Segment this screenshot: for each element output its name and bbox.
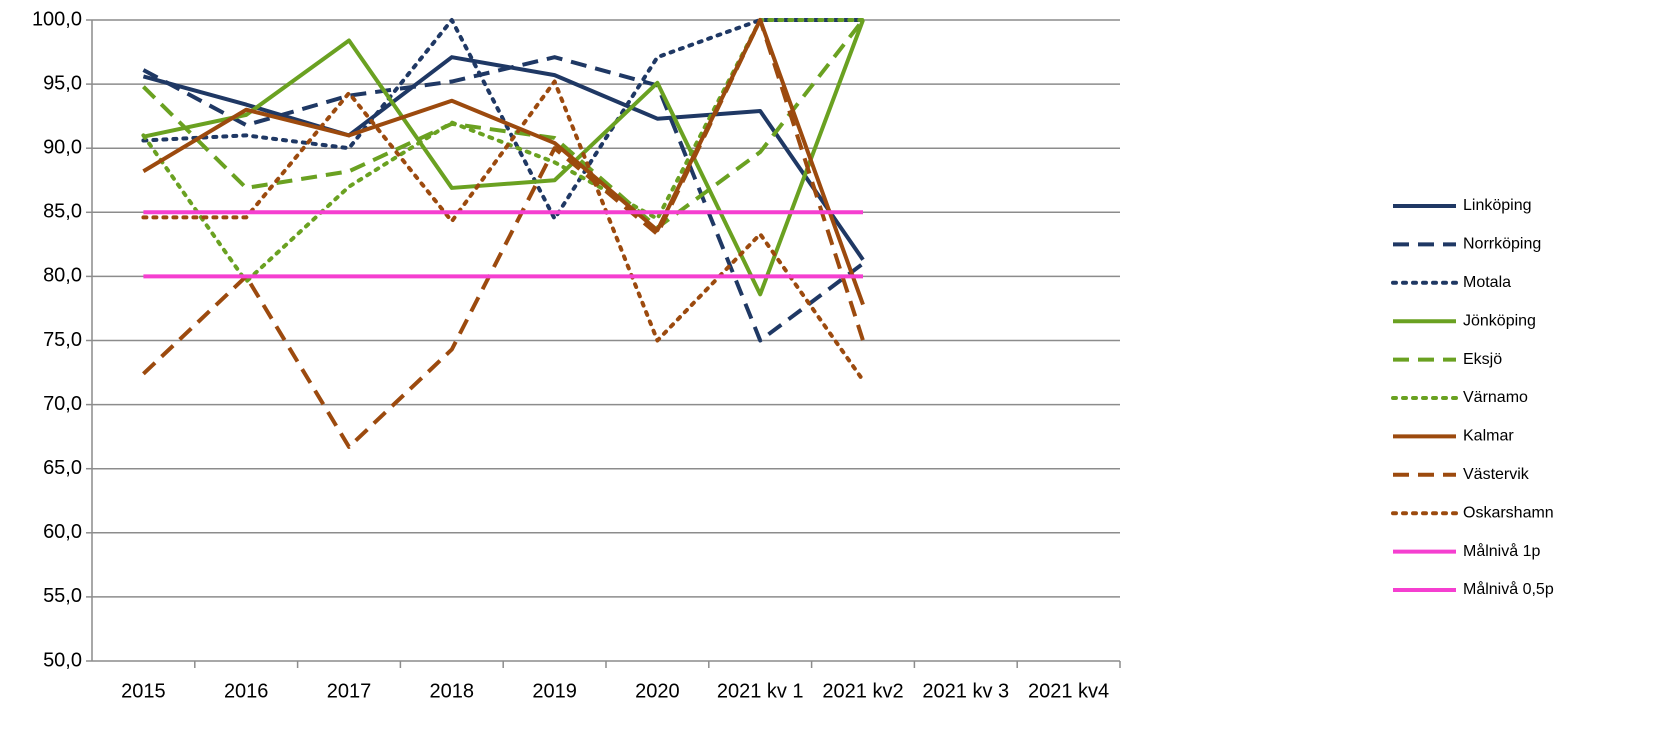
series-line	[142, 18, 865, 449]
y-tick-label: 60,0	[43, 521, 82, 543]
y-tick-label: 100,0	[32, 8, 82, 30]
series-line	[141, 18, 865, 284]
x-tick-label: 2021 kv4	[1028, 680, 1109, 702]
y-tick-label: 75,0	[43, 329, 82, 351]
legend-label: Motala	[1463, 274, 1511, 291]
legend-label: Målnivå 0,5p	[1463, 580, 1554, 598]
x-tick-label: 2021 kv 1	[717, 680, 804, 702]
series-line	[141, 18, 865, 230]
y-tick-label: 90,0	[43, 136, 82, 158]
legend-label: Linköping	[1463, 197, 1532, 214]
legend-label: Målnivå 1p	[1463, 542, 1540, 560]
x-tick-label: 2017	[327, 680, 372, 702]
y-tick-label: 55,0	[43, 585, 82, 607]
y-tick-label: 95,0	[43, 72, 82, 94]
x-tick-label: 2015	[121, 680, 166, 702]
legend-label: Oskarshamn	[1463, 504, 1554, 521]
series-line	[142, 18, 865, 306]
y-tick-label: 50,0	[43, 649, 82, 671]
x-tick-label: 2018	[430, 680, 475, 702]
series-line	[142, 19, 865, 297]
legend-label: Västervik	[1463, 466, 1530, 483]
series-line	[141, 18, 865, 221]
series-line	[142, 55, 865, 343]
x-tick-label: 2021 kv2	[822, 680, 903, 702]
legend-label: Eksjö	[1463, 351, 1502, 368]
y-tick-label: 85,0	[43, 201, 82, 223]
y-tick-label: 70,0	[43, 393, 82, 415]
x-tick-label: 2019	[532, 680, 577, 702]
series-line	[142, 55, 865, 261]
x-tick-label: 2020	[635, 680, 680, 702]
legend-label: Kalmar	[1463, 428, 1514, 445]
series-line	[141, 79, 865, 383]
y-tick-label: 80,0	[43, 265, 82, 287]
legend-label: Jönköping	[1463, 312, 1536, 329]
legend-label: Norrköping	[1463, 236, 1541, 253]
legend-label: Värnamo	[1463, 389, 1528, 406]
y-tick-label: 65,0	[43, 457, 82, 479]
x-tick-label: 2021 kv 3	[922, 680, 1009, 702]
x-tick-label: 2016	[224, 680, 269, 702]
